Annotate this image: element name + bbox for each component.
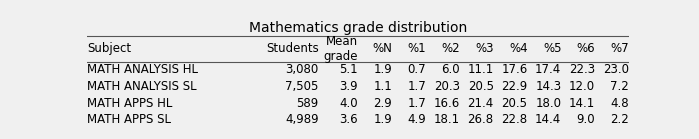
Text: MATH APPS HL: MATH APPS HL bbox=[87, 97, 173, 110]
Text: 22.3: 22.3 bbox=[569, 63, 596, 76]
Text: 4.9: 4.9 bbox=[408, 113, 426, 126]
Text: Students: Students bbox=[266, 42, 319, 55]
Text: 5.1: 5.1 bbox=[340, 63, 359, 76]
Text: 17.4: 17.4 bbox=[535, 63, 561, 76]
Text: 589: 589 bbox=[296, 97, 319, 110]
Text: 22.8: 22.8 bbox=[501, 113, 528, 126]
Text: 0.7: 0.7 bbox=[408, 63, 426, 76]
Text: %2: %2 bbox=[441, 42, 460, 55]
Text: %1: %1 bbox=[408, 42, 426, 55]
Text: 3,080: 3,080 bbox=[285, 63, 319, 76]
Text: MATH ANALYSIS HL: MATH ANALYSIS HL bbox=[87, 63, 199, 76]
Text: 20.3: 20.3 bbox=[434, 80, 460, 93]
Text: 22.9: 22.9 bbox=[501, 80, 528, 93]
Text: %4: %4 bbox=[509, 42, 528, 55]
Text: 4.8: 4.8 bbox=[610, 97, 629, 110]
Text: 12.0: 12.0 bbox=[569, 80, 596, 93]
Text: %N: %N bbox=[373, 42, 392, 55]
Text: 4.0: 4.0 bbox=[340, 97, 359, 110]
Text: 7,505: 7,505 bbox=[285, 80, 319, 93]
Text: Subject: Subject bbox=[87, 42, 131, 55]
Text: 1.1: 1.1 bbox=[373, 80, 392, 93]
Text: 20.5: 20.5 bbox=[468, 80, 493, 93]
Text: 23.0: 23.0 bbox=[603, 63, 629, 76]
Text: 26.8: 26.8 bbox=[468, 113, 493, 126]
Text: 1.7: 1.7 bbox=[408, 97, 426, 110]
Text: 14.1: 14.1 bbox=[569, 97, 596, 110]
Text: MATH ANALYSIS SL: MATH ANALYSIS SL bbox=[87, 80, 197, 93]
Text: 14.3: 14.3 bbox=[535, 80, 561, 93]
Text: 18.0: 18.0 bbox=[535, 97, 561, 110]
Text: 9.0: 9.0 bbox=[577, 113, 596, 126]
Text: 16.6: 16.6 bbox=[433, 97, 460, 110]
Text: 11.1: 11.1 bbox=[468, 63, 493, 76]
Text: 14.4: 14.4 bbox=[535, 113, 561, 126]
Text: 4,989: 4,989 bbox=[285, 113, 319, 126]
Text: 1.7: 1.7 bbox=[408, 80, 426, 93]
Text: 6.0: 6.0 bbox=[441, 63, 460, 76]
Text: 3.9: 3.9 bbox=[340, 80, 359, 93]
Text: 2.9: 2.9 bbox=[373, 97, 392, 110]
Text: Mean
grade: Mean grade bbox=[324, 35, 359, 63]
Text: 18.1: 18.1 bbox=[433, 113, 460, 126]
Text: 3.6: 3.6 bbox=[340, 113, 359, 126]
Text: 1.9: 1.9 bbox=[373, 63, 392, 76]
Text: %5: %5 bbox=[543, 42, 561, 55]
Text: %3: %3 bbox=[475, 42, 493, 55]
Text: 1.9: 1.9 bbox=[373, 113, 392, 126]
Text: 17.6: 17.6 bbox=[501, 63, 528, 76]
Text: MATH APPS SL: MATH APPS SL bbox=[87, 113, 171, 126]
Text: 7.2: 7.2 bbox=[610, 80, 629, 93]
Text: 2.2: 2.2 bbox=[610, 113, 629, 126]
Text: 21.4: 21.4 bbox=[468, 97, 493, 110]
Text: Mathematics grade distribution: Mathematics grade distribution bbox=[249, 21, 468, 35]
Text: 20.5: 20.5 bbox=[501, 97, 528, 110]
Text: %7: %7 bbox=[610, 42, 629, 55]
Text: %6: %6 bbox=[577, 42, 596, 55]
